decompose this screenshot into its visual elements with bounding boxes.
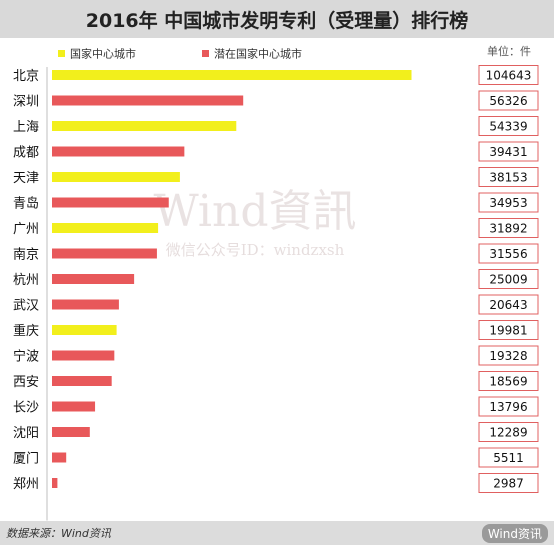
bar-厦门 xyxy=(52,452,67,463)
bar-北京 xyxy=(52,70,412,80)
bar-长沙 xyxy=(52,401,96,412)
source-text: 数据来源：Wind资讯 xyxy=(6,527,111,540)
value-box xyxy=(478,371,539,391)
value-box xyxy=(478,345,539,366)
value-box xyxy=(478,90,539,111)
value-box xyxy=(478,116,539,136)
bar-宁波 xyxy=(52,350,115,361)
data-label: 25009 xyxy=(489,273,527,287)
value-box xyxy=(478,141,539,162)
category-label: 重庆 xyxy=(13,323,39,339)
data-label: 31556 xyxy=(489,247,527,261)
data-label: 13796 xyxy=(489,400,527,414)
data-label: 39431 xyxy=(489,145,527,159)
category-label: 沈阳 xyxy=(13,426,39,441)
bar-重庆 xyxy=(52,325,117,335)
brand-badge: Wind资讯 xyxy=(481,524,548,543)
category-label: 深圳 xyxy=(13,95,39,110)
watermark-title: Wind資訊 xyxy=(153,186,356,237)
bar-西安 xyxy=(52,376,112,386)
data-label: 54339 xyxy=(489,120,527,134)
bar-杭州 xyxy=(52,274,135,284)
data-label: 12289 xyxy=(489,426,527,440)
data-label: 2987 xyxy=(493,477,524,491)
category-label: 西安 xyxy=(13,375,39,390)
data-label: 19328 xyxy=(489,349,527,363)
bar-成都 xyxy=(52,146,185,157)
value-box xyxy=(478,294,539,315)
value-box xyxy=(478,192,539,213)
data-label: 20643 xyxy=(489,298,527,312)
legend-label-potential: 潜在国家中心城市 xyxy=(214,47,302,61)
value-box xyxy=(478,65,539,85)
unit-label: 单位：件 xyxy=(487,44,531,58)
data-label: 31892 xyxy=(489,222,527,236)
legend-label-national: 国家中心城市 xyxy=(70,47,136,61)
data-label: 56326 xyxy=(489,94,527,108)
value-box xyxy=(478,320,539,340)
category-label: 上海 xyxy=(13,120,39,135)
chart-title: 2016年 中国城市发明专利（受理量）排行榜 xyxy=(85,9,469,32)
data-label: 5511 xyxy=(493,451,524,465)
data-label: 19981 xyxy=(489,324,527,338)
category-label: 长沙 xyxy=(13,401,39,416)
title-bar: 2016年 中国城市发明专利（受理量）排行榜 xyxy=(0,0,554,38)
bar-郑州 xyxy=(52,478,58,488)
data-label: 38153 xyxy=(489,171,527,185)
category-label: 南京 xyxy=(13,247,39,263)
legend-swatch-national xyxy=(58,50,65,57)
category-label: 杭州 xyxy=(13,273,39,288)
bar-武汉 xyxy=(52,299,119,310)
bar-天津 xyxy=(52,172,180,182)
value-box xyxy=(478,396,539,417)
value-box xyxy=(478,218,539,238)
category-label: 武汉 xyxy=(13,299,39,314)
category-label: 宁波 xyxy=(13,349,39,365)
value-box xyxy=(478,243,539,264)
category-label: 广州 xyxy=(13,222,39,237)
data-label: 18569 xyxy=(489,375,527,389)
category-label: 成都 xyxy=(13,146,39,161)
source-bar: 数据来源：Wind资讯 Wind资讯 xyxy=(0,521,554,545)
watermark-subtitle: 微信公众号ID：windzxsh xyxy=(166,241,345,259)
bar-南京 xyxy=(52,248,157,259)
category-label: 厦门 xyxy=(13,452,39,467)
value-box xyxy=(478,473,539,493)
value-box xyxy=(478,447,539,468)
value-box xyxy=(478,422,539,442)
value-box xyxy=(478,269,539,289)
bar-深圳 xyxy=(52,95,244,106)
category-label: 郑州 xyxy=(13,477,39,492)
legend-swatch-potential xyxy=(202,50,209,57)
value-box xyxy=(478,167,539,187)
bar-青岛 xyxy=(52,197,169,208)
category-label: 天津 xyxy=(13,171,39,186)
bar-广州 xyxy=(52,223,159,233)
data-label: 104643 xyxy=(486,69,532,83)
category-label: 北京 xyxy=(13,69,39,84)
bar-沈阳 xyxy=(52,427,90,437)
bar-上海 xyxy=(52,121,237,131)
data-label: 34953 xyxy=(489,196,527,210)
category-label: 青岛 xyxy=(13,196,39,212)
